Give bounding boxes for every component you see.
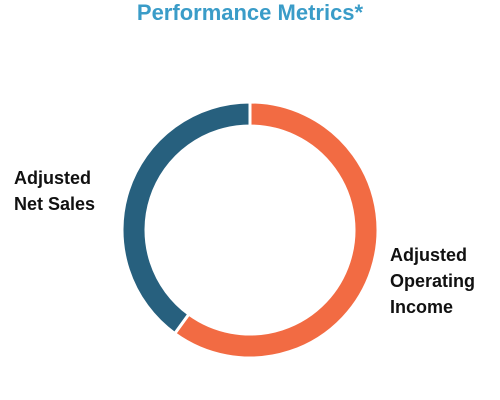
donut-segment [172,100,380,360]
segment-label: Adjusted Operating Income [390,245,476,317]
donut-segment [120,100,252,336]
chart-title: Performance Metrics* [136,0,364,25]
segment-label: Adjusted Net Sales [14,168,96,214]
